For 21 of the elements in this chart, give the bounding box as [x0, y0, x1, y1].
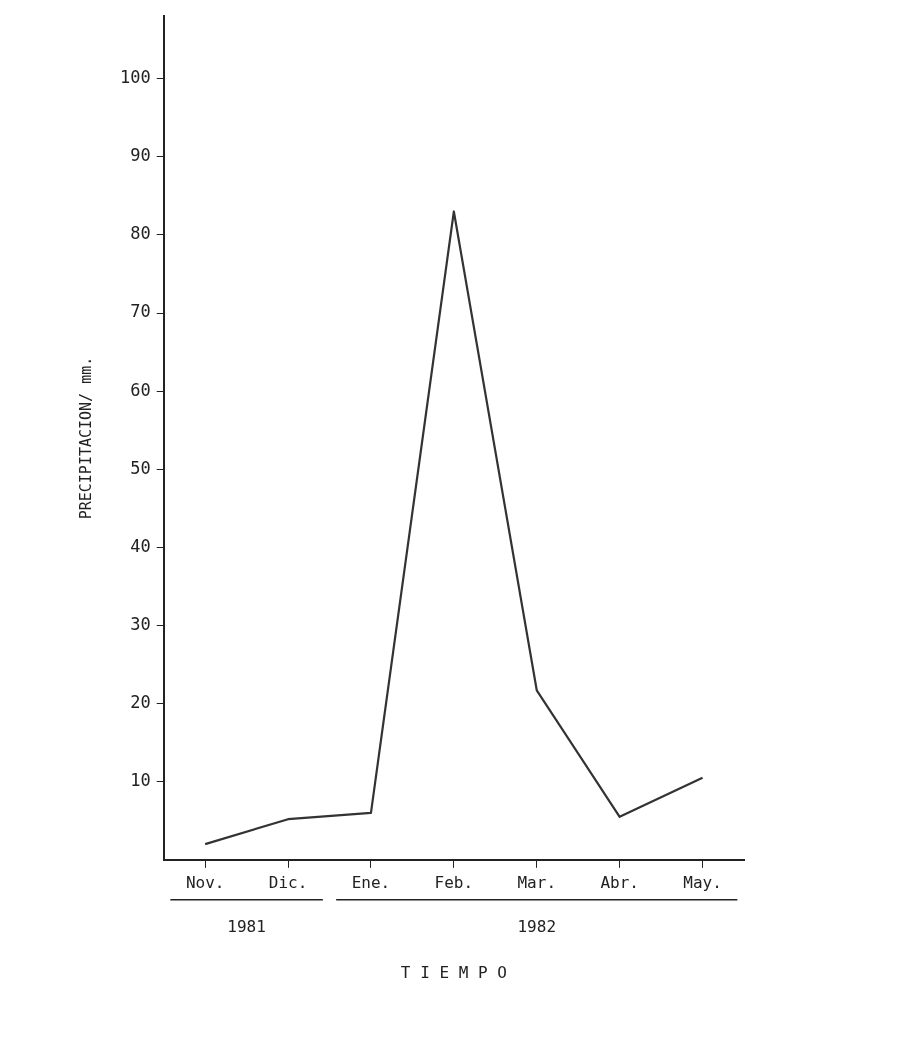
x-tick-label: Abr. [600, 872, 639, 892]
text: 1981 [227, 916, 266, 936]
x-tick-label: Ene. [351, 872, 391, 892]
y-tick-label: 90 [130, 145, 151, 166]
y-tick-label: 40 [130, 535, 151, 556]
x-tick-label: Dic. [268, 872, 308, 892]
y-tick-label: 100 [119, 67, 151, 88]
x-tick-label: Mar. [517, 872, 557, 892]
y-axis-title: PRECIPITACION/ mm. [76, 356, 95, 520]
y-tick-label: 10 [130, 770, 151, 791]
y-tick-label: 80 [130, 223, 151, 244]
y-tick-label: 50 [130, 457, 151, 478]
x-tick-label: Nov. [185, 872, 225, 892]
y-tick-label: 20 [130, 692, 151, 712]
x-tick-label: Feb. [434, 872, 474, 892]
y-tick-label: 60 [130, 379, 151, 400]
x-axis-title: T I E M P O [400, 962, 507, 982]
y-tick-label: 30 [130, 613, 151, 634]
x-tick-label: May. [683, 872, 722, 892]
y-tick-label: 70 [130, 301, 151, 322]
text: 1982 [517, 916, 557, 936]
